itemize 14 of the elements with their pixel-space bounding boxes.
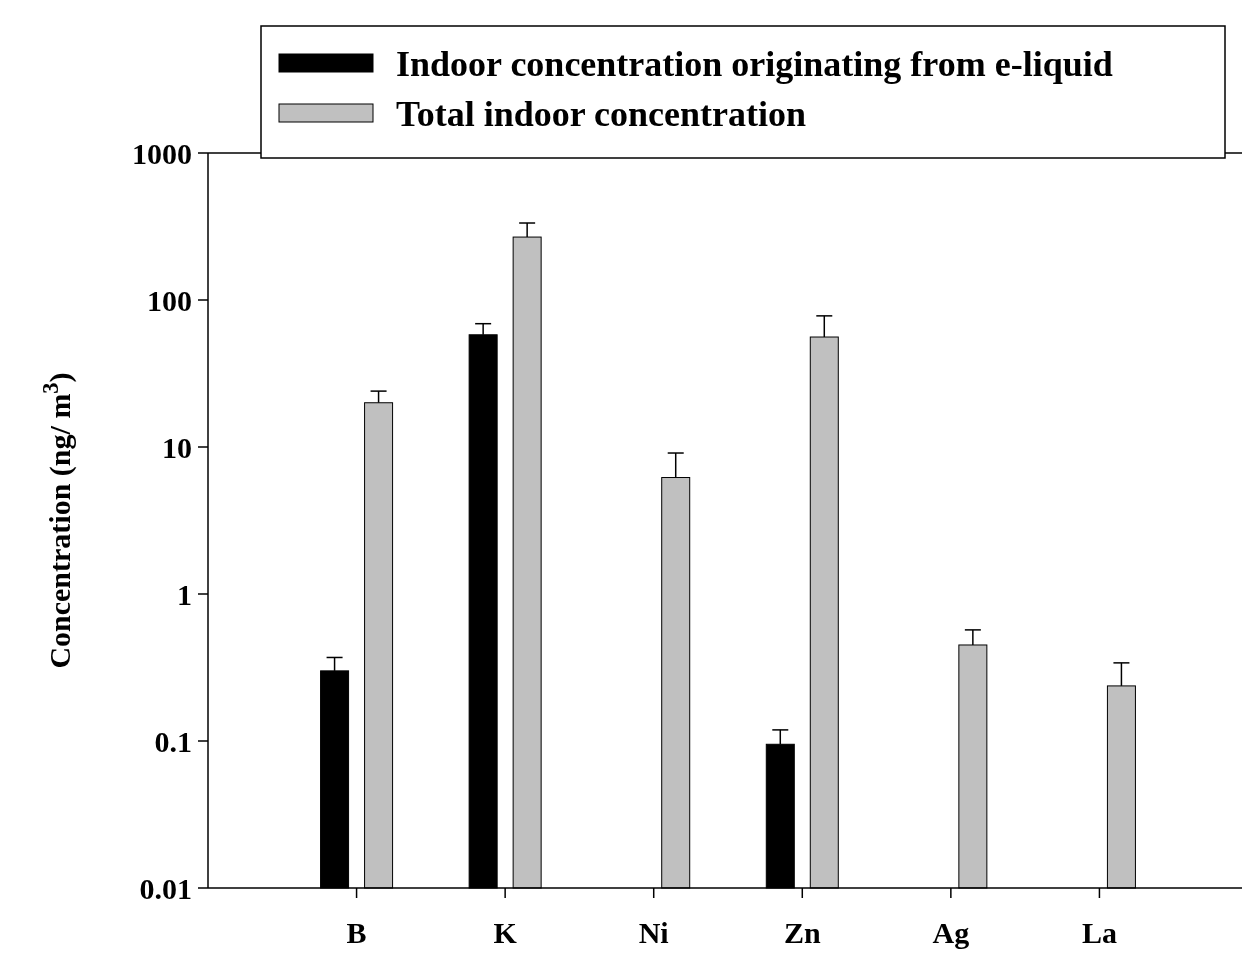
x-tick-label: La [1081,916,1117,949]
y-tick-label: 0.01 [139,871,192,905]
x-tick-label: Ag [932,916,970,949]
y-tick-label: 100 [147,283,192,317]
y-tick-label: 1 [177,577,192,611]
x-tick-label: Ni [638,916,669,949]
legend-label: Indoor concentration originating from e-liquid [396,43,1113,84]
x-tick-label: B [346,916,367,949]
x-tick-label: K [493,916,518,949]
x-tick-label: Zn [783,916,821,949]
legend-label: Total indoor concentration [396,93,807,134]
y-tick-label: 1000 [132,136,192,170]
y-tick-label: 0.1 [154,724,192,758]
y-tick-label: 10 [162,430,192,464]
